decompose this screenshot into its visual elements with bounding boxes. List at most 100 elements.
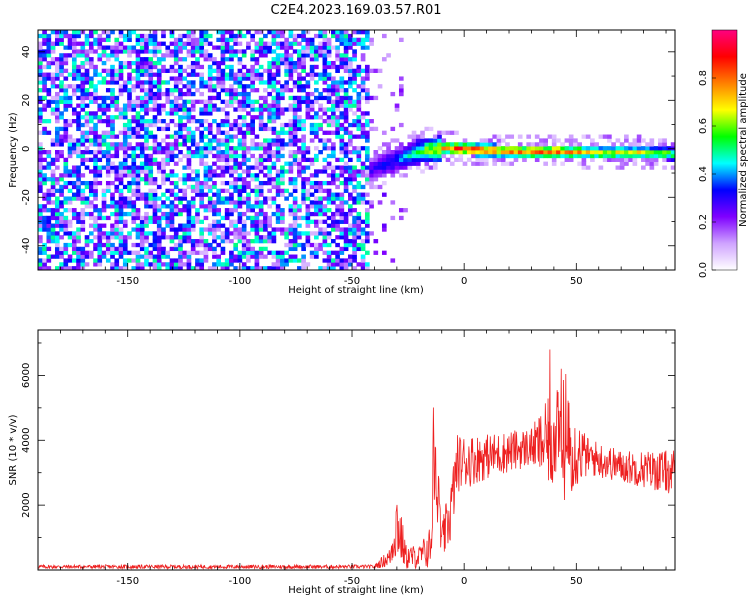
heatmap-cell <box>93 138 98 143</box>
heatmap-cell <box>105 107 111 112</box>
heatmap-cell <box>352 227 357 232</box>
heatmap-cell <box>500 138 506 143</box>
heatmap-cell <box>237 146 243 151</box>
heatmap-cell <box>305 192 311 197</box>
heatmap-cell <box>165 250 171 255</box>
heatmap-cell <box>335 235 340 240</box>
heatmap-cell <box>288 227 294 232</box>
heatmap-cell <box>148 33 154 39</box>
heatmap-cell <box>156 49 162 54</box>
heatmap-cell <box>118 115 124 120</box>
heatmap-cell <box>93 30 98 35</box>
heatmap-cell <box>390 173 396 178</box>
heatmap-cell <box>178 142 183 147</box>
heatmap-cell <box>76 169 81 174</box>
heatmap-cell <box>182 254 188 259</box>
heatmap-cell <box>237 215 243 221</box>
heatmap-cell <box>203 103 209 108</box>
heatmap-cell <box>152 122 158 128</box>
heatmap-cell <box>67 169 73 174</box>
heatmap-cell <box>38 177 43 182</box>
heatmap-cell <box>229 134 234 139</box>
heatmap-cell <box>220 53 226 58</box>
heatmap-cell <box>165 266 171 270</box>
heatmap-cell <box>267 64 272 70</box>
heatmap-cell <box>381 173 387 178</box>
heatmap-cell <box>288 60 294 66</box>
heatmap-cell <box>152 99 158 104</box>
heatmap-cell <box>46 227 52 232</box>
heatmap-cell <box>250 72 255 77</box>
heatmap-cell <box>288 68 294 73</box>
heatmap-cell <box>139 107 145 112</box>
heatmap-cell <box>224 115 230 120</box>
heatmap-cell <box>314 157 319 163</box>
heatmap-cell <box>292 161 298 166</box>
heatmap-cell <box>267 126 272 132</box>
heatmap-cell <box>624 146 629 151</box>
heatmap-cell <box>110 165 115 170</box>
heatmap-cell <box>275 130 281 135</box>
heatmap-cell <box>207 196 213 201</box>
heatmap-cell <box>135 60 141 66</box>
heatmap-cell <box>237 173 243 178</box>
heatmap-cell <box>318 103 323 108</box>
heatmap-cell <box>297 60 302 66</box>
heatmap-cell <box>241 153 247 159</box>
heatmap-cell <box>76 215 81 221</box>
heatmap-cell <box>122 246 128 252</box>
heatmap-cell <box>292 95 298 101</box>
heatmap-cell <box>471 161 476 166</box>
heatmap-cell <box>458 146 464 151</box>
heatmap-cell <box>348 95 353 101</box>
heatmap-cell <box>288 122 294 128</box>
heatmap-cell <box>284 227 289 232</box>
heatmap-cell <box>500 146 506 151</box>
heatmap-cell <box>288 76 294 81</box>
heatmap-cell <box>178 223 183 228</box>
heatmap-cell <box>449 153 455 159</box>
heatmap-cell <box>301 68 306 73</box>
heatmap-cell <box>645 153 650 159</box>
heatmap-cell <box>144 134 149 139</box>
heatmap-cell <box>267 142 272 147</box>
heatmap-cell <box>173 53 179 58</box>
heatmap-cell <box>144 192 149 197</box>
heatmap-cell <box>216 157 222 163</box>
heatmap-cell <box>305 146 311 151</box>
heatmap-cell <box>343 177 349 182</box>
heatmap-cell <box>84 262 90 267</box>
heatmap-cell <box>288 57 294 62</box>
heatmap-cell <box>220 33 226 39</box>
heatmap-cell <box>263 215 268 221</box>
heatmap-cell <box>488 150 493 155</box>
heatmap-cell <box>526 134 532 139</box>
heatmap-cell <box>275 33 281 39</box>
heatmap-cell <box>38 41 43 46</box>
heatmap-cell <box>284 188 289 193</box>
heatmap-cell <box>241 188 247 193</box>
heatmap-cell <box>178 246 183 252</box>
heatmap-cell <box>581 165 587 170</box>
heatmap-cell <box>636 134 642 139</box>
heatmap-cell <box>360 242 366 248</box>
heatmap-cell <box>131 204 137 209</box>
heatmap-cell <box>88 184 94 190</box>
heatmap-cell <box>199 200 205 205</box>
heatmap-cell <box>38 150 43 155</box>
heatmap-cell <box>63 76 69 81</box>
heatmap-cell <box>331 45 336 50</box>
heatmap-cell <box>195 49 200 54</box>
heatmap-cell <box>127 76 132 81</box>
heatmap-cell <box>165 134 171 139</box>
heatmap-cell <box>220 99 226 104</box>
heatmap-cell <box>263 68 268 73</box>
heatmap-cell <box>653 157 659 163</box>
heatmap-cell <box>309 64 315 70</box>
heatmap-cell <box>114 227 120 232</box>
heatmap-cell <box>364 119 370 124</box>
heatmap-cell <box>169 169 175 174</box>
heatmap-cell <box>190 153 196 159</box>
heatmap-cell <box>67 173 73 178</box>
heatmap-cell <box>127 196 132 201</box>
